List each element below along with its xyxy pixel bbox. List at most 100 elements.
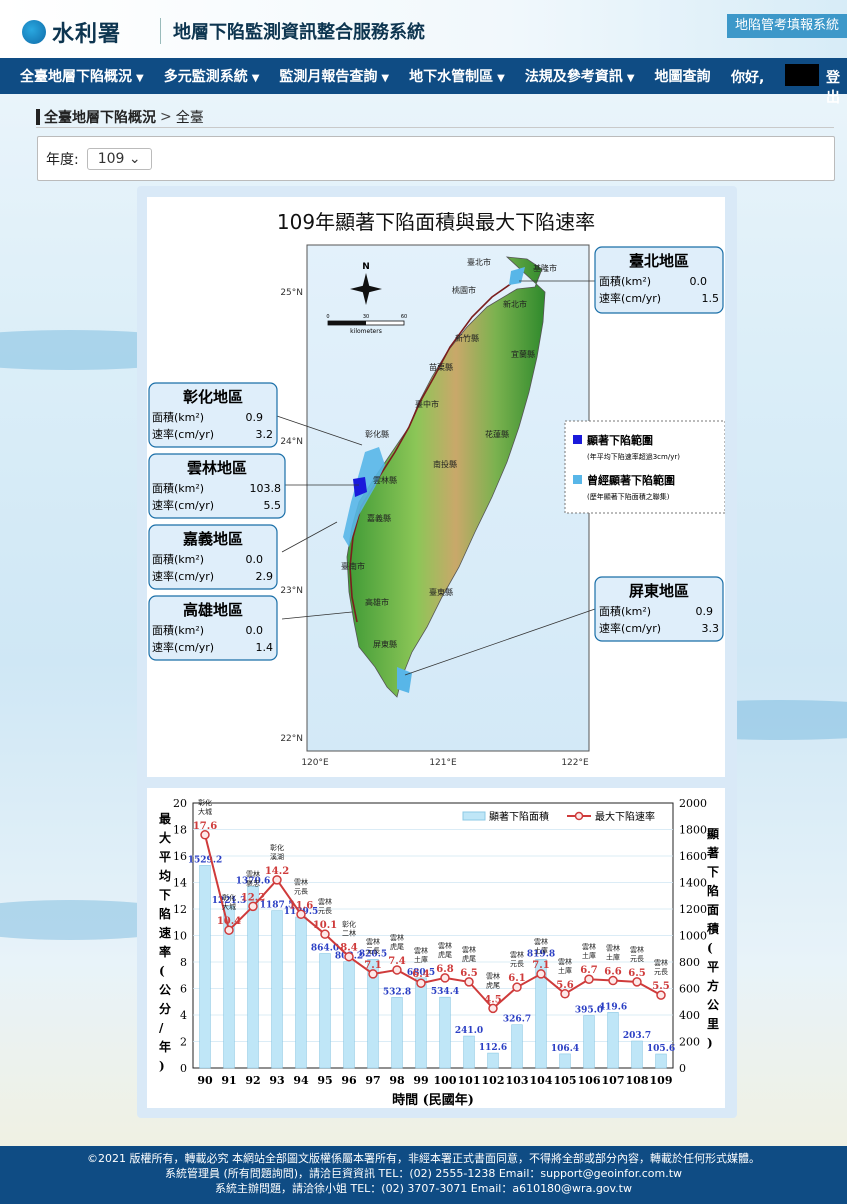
legend-marker-rate xyxy=(574,811,584,821)
caret-down-icon: ▼ xyxy=(251,73,260,84)
area-data-label: 820.5 xyxy=(359,949,387,959)
subsidence-map: 109年顯著下陷面積與最大下陷速率 N 0 30 60 kilometers 2… xyxy=(148,210,726,768)
area-bar xyxy=(559,1053,571,1069)
rate-data-label: 6.7 xyxy=(580,965,597,976)
rate-data-label: 6.5 xyxy=(628,968,645,979)
map-legend: 顯著下陷範圍 (年平均下陷速率超過3cm/yr) 曾經顯著下陷範圍 (歷年顯著下… xyxy=(564,420,726,514)
legend-label: 顯著下陷範圍 xyxy=(587,433,653,447)
x-tick-label: 96 xyxy=(341,1074,357,1087)
legend-swatch-historic xyxy=(573,475,582,484)
area-data-label: 106.4 xyxy=(551,1044,579,1054)
area-data-label: 241.0 xyxy=(455,1026,483,1036)
owner-contact-line: 系統主辦問題，請洽徐小姐 TEL：(02) 3707-3071 Email：a6… xyxy=(214,1182,632,1195)
y-tick-right: 600 xyxy=(679,983,700,996)
y-tick-right: 1000 xyxy=(679,930,707,943)
nav-item-monthly-report[interactable]: 監測月報告查詢 ▼ xyxy=(279,69,390,85)
area-data-label: 326.7 xyxy=(503,1015,531,1025)
location-label: 元長 xyxy=(366,947,380,955)
lon-label: 120°E xyxy=(301,758,329,768)
report-system-link[interactable]: 地陷管考填報系統 xyxy=(726,14,847,38)
rate-point xyxy=(416,978,426,988)
city-label: 嘉義縣 xyxy=(367,513,391,523)
breadcrumb-section[interactable]: 全臺地層下陷概況 xyxy=(44,109,156,126)
city-label: 新竹縣 xyxy=(455,333,479,343)
area-label: 面積(km²) xyxy=(152,552,204,566)
map-title: 109年顯著下陷面積與最大下陷速率 xyxy=(277,210,595,234)
rate-data-label: 6.5 xyxy=(460,968,477,979)
region-name: 高雄地區 xyxy=(183,601,243,619)
rate-data-label: 11.6 xyxy=(289,900,313,911)
area-value: 103.8 xyxy=(250,482,282,495)
area-value: 0.0 xyxy=(690,275,708,288)
location-label: 元長 xyxy=(654,968,668,976)
rate-point xyxy=(536,969,546,979)
y-tick-right: 1400 xyxy=(679,877,707,890)
area-bar xyxy=(319,953,331,1069)
city-label: 新北市 xyxy=(503,299,527,309)
region-callout-pingtung: 屏東地區 面積(km²) 0.9 速率(cm/yr) 3.3 xyxy=(594,576,724,642)
logout-link[interactable]: 登出 xyxy=(826,70,840,106)
location-label: 土庫 xyxy=(582,951,596,960)
y-tick-left: 2 xyxy=(180,1036,187,1049)
area-bar xyxy=(631,1040,643,1069)
region-name: 臺北地區 xyxy=(629,252,689,270)
x-axis-title: 時間 (民國年) xyxy=(392,1092,474,1108)
nav-item-groundwater[interactable]: 地下水管制區 ▼ xyxy=(409,69,505,85)
x-tick-label: 98 xyxy=(389,1074,405,1087)
year-select[interactable]: 109 ⌄ xyxy=(86,147,152,170)
y-tick-left: 20 xyxy=(173,797,187,810)
historic-subsidence-taipei xyxy=(509,267,525,285)
location-label: 大城 xyxy=(222,902,236,911)
rate-value: 1.5 xyxy=(702,292,720,305)
location-label: 雲林 xyxy=(414,946,428,955)
rate-point xyxy=(248,901,258,912)
x-tick-label: 105 xyxy=(554,1074,577,1087)
legend-label: 曾經顯著下陷範圍 xyxy=(587,473,675,487)
y-tick-right: 400 xyxy=(679,1009,700,1022)
nav-item-regulations[interactable]: 法規及參考資訊 ▼ xyxy=(524,69,635,85)
y-tick-right: 200 xyxy=(679,1036,700,1049)
nav-item-overview[interactable]: 全臺地層下陷概況 ▼ xyxy=(20,69,144,85)
nav-item-map-query[interactable]: 地圖查詢 xyxy=(654,69,711,85)
y-tick-left: 0 xyxy=(180,1062,187,1075)
scale-bar: 0 30 60 kilometers xyxy=(326,314,407,335)
x-tick-label: 95 xyxy=(317,1074,332,1087)
rate-data-label: 5.5 xyxy=(652,981,669,992)
legend-swatch-area xyxy=(462,811,486,821)
rate-data-label: 6.1 xyxy=(508,973,525,984)
city-label: 臺中市 xyxy=(415,399,439,409)
breadcrumb-bar xyxy=(36,108,40,125)
location-label: 虎尾 xyxy=(486,980,500,989)
rate-data-label: 6.4 xyxy=(412,969,429,980)
region-name: 彰化地區 xyxy=(183,388,243,406)
rate-data-label: 8.4 xyxy=(340,943,357,954)
lat-label: 23°N xyxy=(280,586,303,596)
city-label: 臺北市 xyxy=(467,257,491,267)
location-label: 彰化 xyxy=(270,843,284,852)
y-tick-left: 18 xyxy=(173,824,187,837)
rate-point xyxy=(200,830,210,840)
area-label: 面積(km²) xyxy=(152,481,204,495)
location-label: 虎尾 xyxy=(390,942,404,951)
area-data-label: 395.0 xyxy=(575,1006,603,1016)
location-label: 雲林 xyxy=(294,877,308,886)
area-data-label: 819.8 xyxy=(527,949,555,959)
wra-logo[interactable]: 水利署 xyxy=(22,16,121,48)
rate-data-label: 12.2 xyxy=(241,892,265,903)
region-callout-yunlin: 雲林地區 面積(km²) 103.8 速率(cm/yr) 5.5 xyxy=(148,453,286,519)
nav-item-monitoring[interactable]: 多元監測系統 ▼ xyxy=(163,69,260,85)
city-label: 雲林縣 xyxy=(373,475,397,485)
scale-tick-0: 0 xyxy=(326,314,329,320)
region-callout-changhua: 彰化地區 面積(km²) 0.9 速率(cm/yr) 3.2 xyxy=(148,382,278,448)
y-tick-left: 4 xyxy=(180,1009,187,1022)
location-label: 元長 xyxy=(294,887,308,895)
area-label: 面積(km²) xyxy=(152,410,204,424)
rate-value: 2.9 xyxy=(256,570,274,583)
y-tick-right: 0 xyxy=(679,1062,686,1075)
city-label: 南投縣 xyxy=(433,459,457,469)
area-data-label: 534.4 xyxy=(431,987,459,997)
site-footer: ©2021 版權所有，轉載必究 本網站全部圖文版權係屬本署所有，非經本署正式書面… xyxy=(0,1146,847,1204)
caret-down-icon: ▼ xyxy=(626,73,635,84)
y-axis-title-left: 最大平均下陷速率(公分/年) xyxy=(159,812,172,1073)
area-bar xyxy=(271,910,283,1069)
